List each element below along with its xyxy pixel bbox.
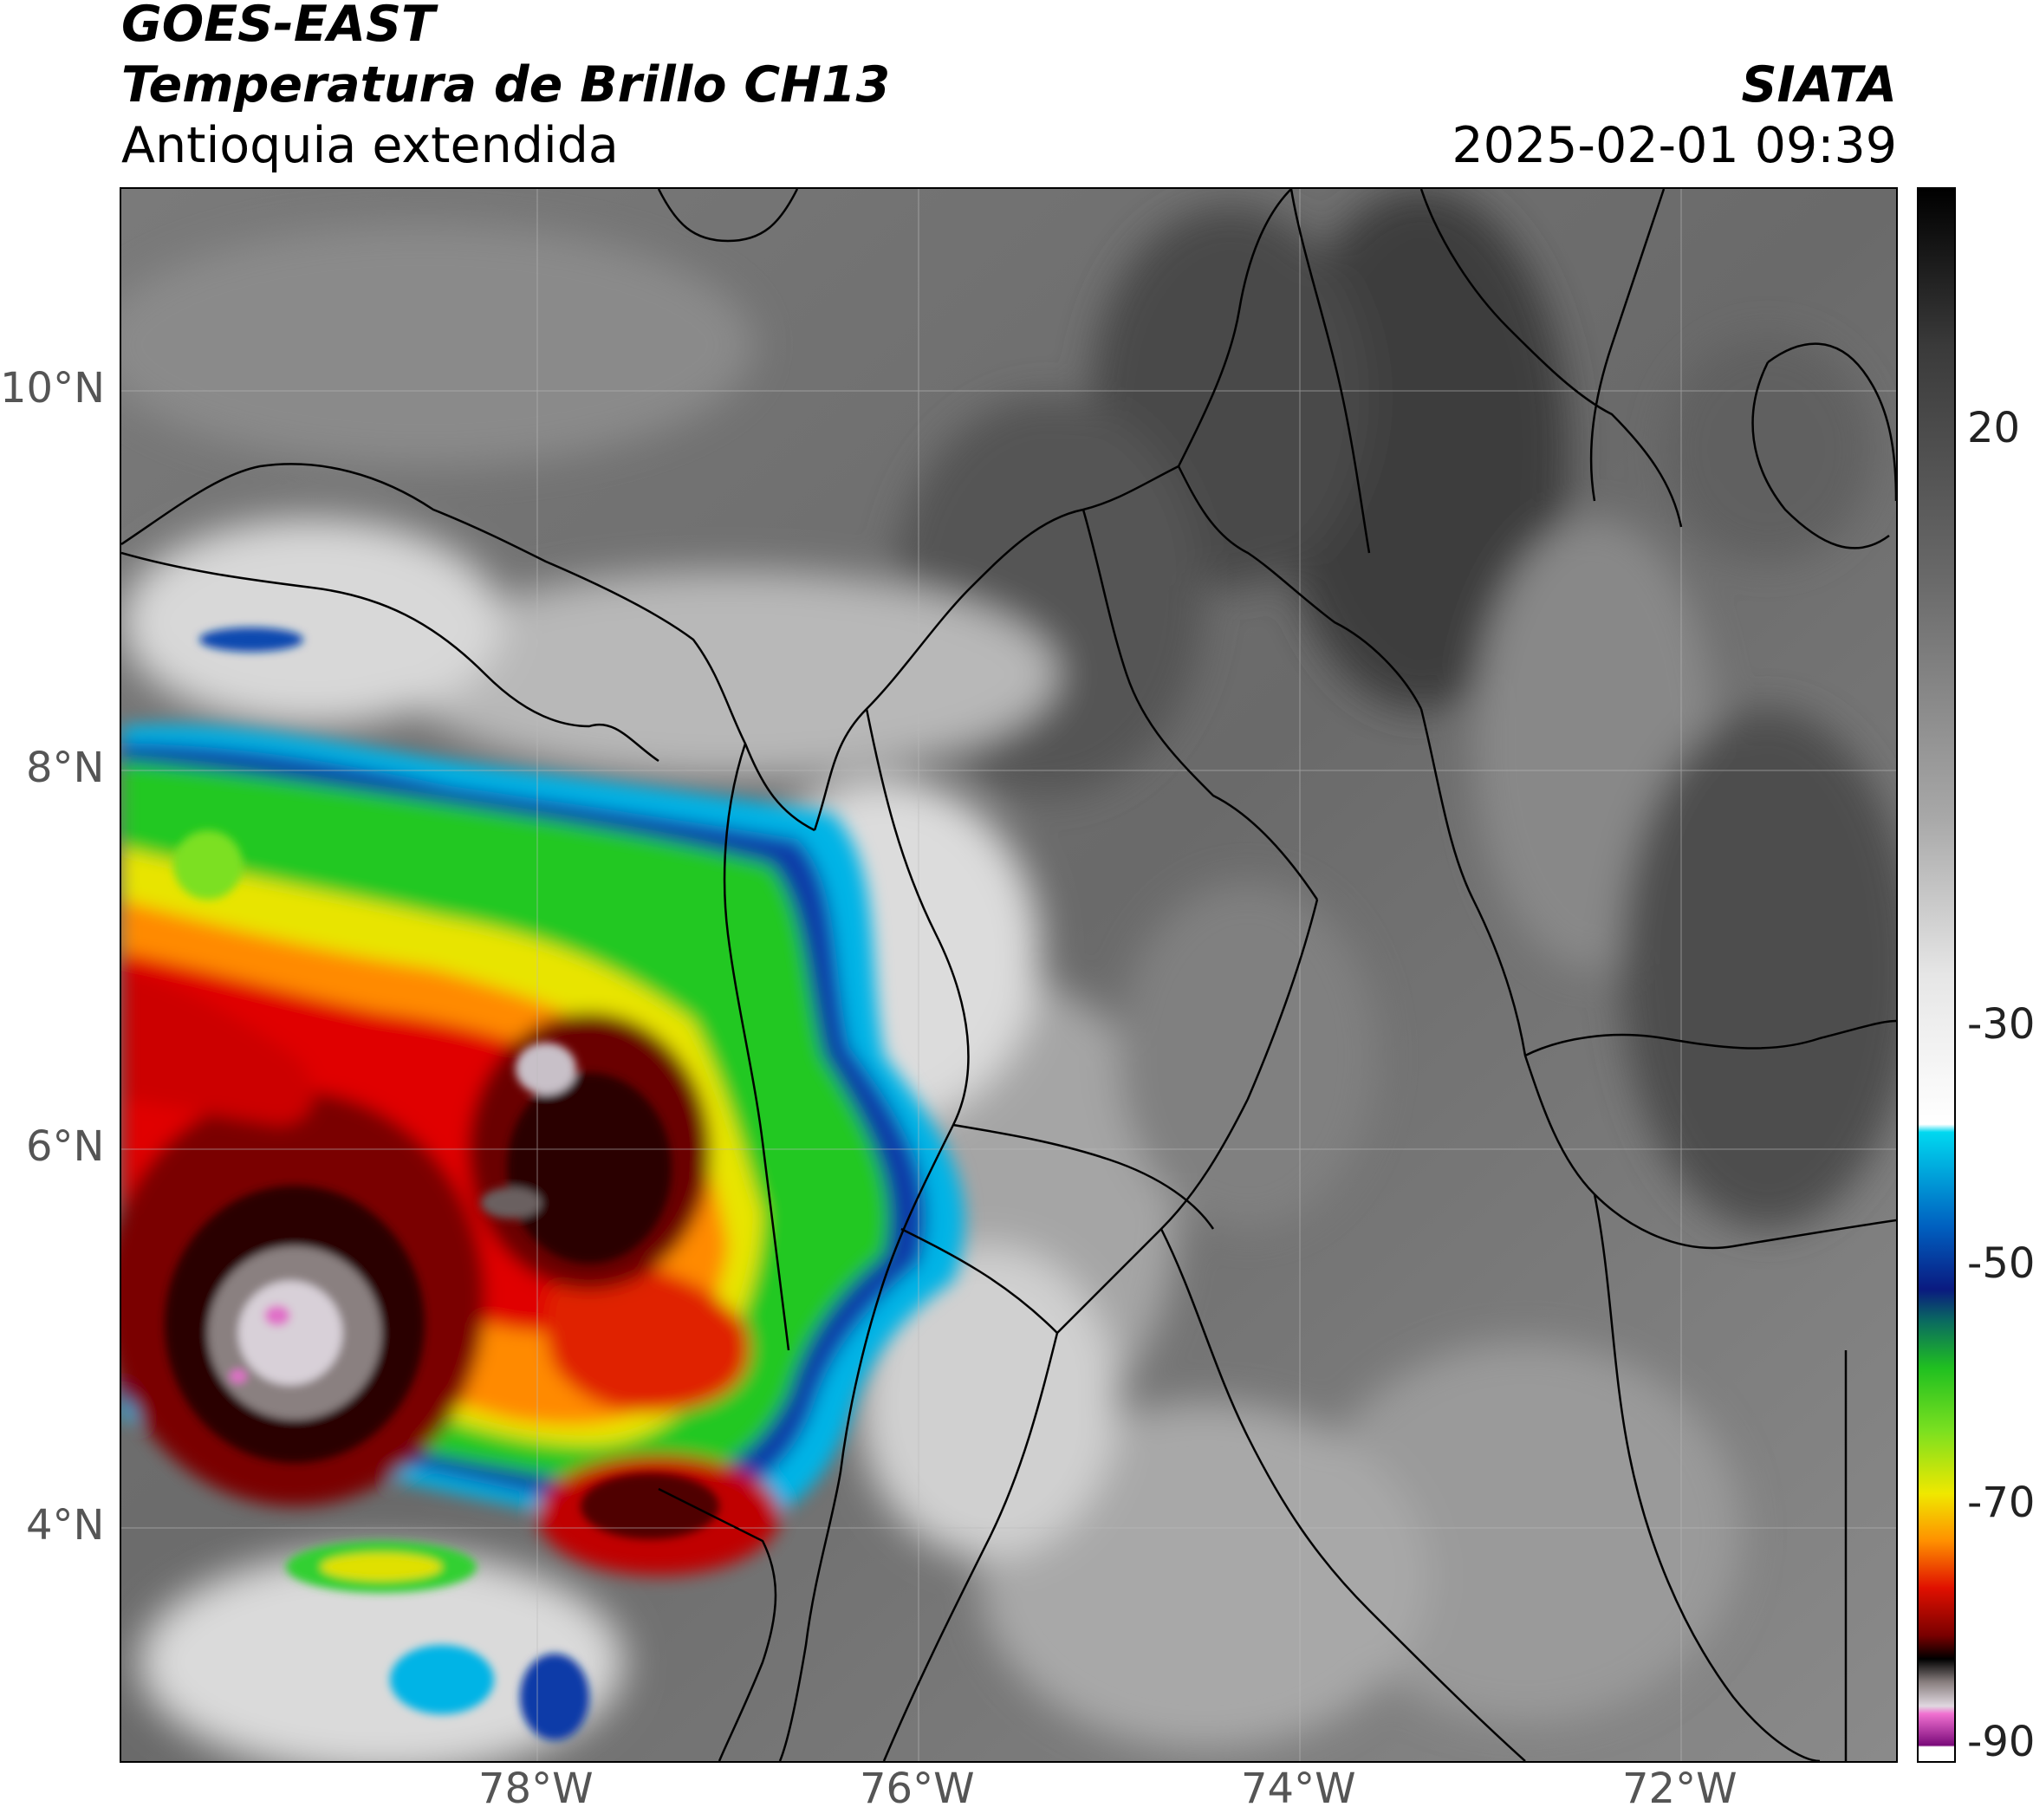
- colorbar: [1917, 187, 1956, 1763]
- colorbar-label-minus50: -50: [1967, 1239, 2033, 1288]
- gridlines: [121, 189, 1896, 1761]
- borders: [121, 189, 1896, 1761]
- product-title: Temperatura de Brillo CH13: [121, 56, 891, 114]
- satellite-title: GOES-EAST: [121, 0, 435, 53]
- lat-label-8: 8°N: [26, 744, 105, 792]
- colorbar-label-20: 20: [1967, 404, 2021, 452]
- lon-label-78: 78°W: [478, 1765, 594, 1813]
- colorbar-label-minus90: -90: [1967, 1718, 2033, 1766]
- region-subtitle: Antioquia extendida: [121, 117, 619, 174]
- brightness-temperature-image: [121, 189, 1896, 1761]
- lon-label-76: 76°W: [860, 1765, 975, 1813]
- colorbar-gradient: [1919, 189, 1954, 1761]
- lat-label-10: 10°N: [0, 364, 105, 413]
- lon-label-72: 72°W: [1622, 1765, 1737, 1813]
- colorbar-label-minus70: -70: [1967, 1479, 2033, 1527]
- lat-label-6: 6°N: [26, 1122, 105, 1171]
- source-label: SIATA: [1741, 56, 1898, 114]
- colorbar-label-minus30: -30: [1967, 1000, 2033, 1049]
- satellite-map[interactable]: [120, 187, 1898, 1763]
- lon-label-74: 74°W: [1241, 1765, 1356, 1813]
- lat-label-4: 4°N: [26, 1501, 105, 1550]
- datetime-label: 2025-02-01 09:39: [1452, 117, 1897, 174]
